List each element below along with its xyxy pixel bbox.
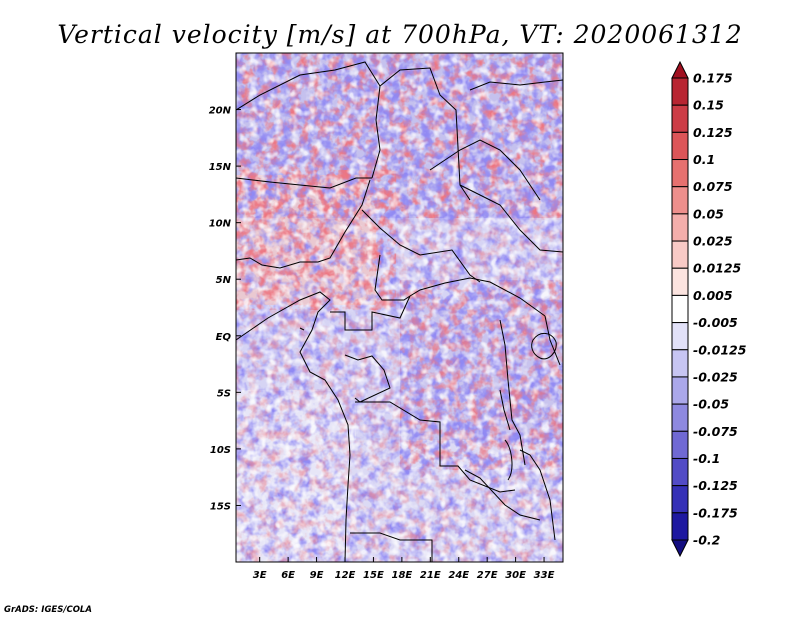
colorbar-label: 0.0125 xyxy=(693,261,742,276)
colorbar-swatch xyxy=(671,512,689,541)
border-zambia-south xyxy=(464,469,541,521)
y-tick-label: 5S xyxy=(217,388,231,399)
x-tick-label: 6E xyxy=(281,570,295,581)
lake-tanganyika xyxy=(499,389,511,431)
border-sudan-inner xyxy=(429,139,541,201)
map-borders xyxy=(236,61,563,562)
x-tick-label: 27E xyxy=(477,570,498,581)
colorbar-top-arrow xyxy=(671,60,689,79)
border-chad-libya xyxy=(371,67,471,201)
y-axis: 20N 15N 10N 5N EQ 5S 10S 15S xyxy=(209,106,241,512)
x-tick-label: 24E xyxy=(448,570,469,581)
colorbar-label: -0.125 xyxy=(693,478,738,493)
y-tick-label: 10S xyxy=(210,445,231,456)
x-tick-label: 15E xyxy=(363,570,384,581)
colorbar-swatch xyxy=(671,186,689,215)
grads-credit: GrADS: IGES/COLA xyxy=(4,605,92,615)
x-tick-label: 21E xyxy=(420,570,441,581)
border-egypt xyxy=(469,79,563,91)
colorbar: 0.175 0.15 0.125 0.1 0.075 0.05 0.025 0.0125 0.0… xyxy=(671,60,747,558)
colorbar-label: -0.1 xyxy=(693,451,720,466)
colorbar-swatch xyxy=(671,294,689,324)
y-tick-label: 5N xyxy=(216,275,232,286)
y-tick-label: 20N xyxy=(209,106,232,117)
colorbar-label: -0.05 xyxy=(693,397,729,412)
colorbar-label: 0.075 xyxy=(693,179,733,194)
y-tick-label: 15N xyxy=(209,162,232,173)
border-namibia xyxy=(350,532,433,562)
colorbar-swatch xyxy=(671,430,689,459)
colorbar-swatch xyxy=(671,485,689,514)
x-tick-label: 18E xyxy=(391,570,412,581)
colorbar-swatch xyxy=(671,240,689,269)
chart-title: Vertical velocity [m/s] at 700hPa, VT: 2… xyxy=(57,20,742,49)
colorbar-label: 0.05 xyxy=(693,206,724,221)
border-car xyxy=(361,209,481,283)
colorbar-swatch xyxy=(671,131,689,161)
border-kenya xyxy=(544,315,561,366)
colorbar-swatch xyxy=(671,213,689,242)
colorbar-swatch xyxy=(671,349,689,378)
border-niger-south xyxy=(236,177,372,189)
x-tick-label: 3E xyxy=(253,570,267,581)
island-bioko xyxy=(299,327,305,331)
colorbar-swatch xyxy=(671,457,689,487)
plot-frame xyxy=(235,52,564,563)
border-nigeria-north xyxy=(236,179,371,269)
colorbar-swatch xyxy=(671,159,689,188)
colorbar-label: 0.125 xyxy=(693,125,733,140)
colorbar-swatch xyxy=(671,267,689,296)
border-sahara-north xyxy=(236,61,381,111)
y-tick-label: 15S xyxy=(210,501,231,512)
colorbar-bottom-arrow xyxy=(671,539,689,558)
y-tick-label: 10N xyxy=(209,219,232,230)
border-cameroon xyxy=(374,254,411,301)
colorbar-swatch xyxy=(671,403,689,432)
border-congo xyxy=(330,295,411,331)
colorbar-label: 0.1 xyxy=(693,152,715,167)
x-tick-label: 9E xyxy=(310,570,324,581)
colorbar-label: -0.2 xyxy=(693,533,720,548)
velocity-field xyxy=(236,53,563,562)
border-mozambique xyxy=(519,449,556,541)
border-drc-north xyxy=(409,277,546,317)
field-noise-white xyxy=(236,53,563,562)
border-east-lakes xyxy=(499,319,526,466)
colorbar-label: -0.075 xyxy=(693,424,738,439)
x-tick-label: 12E xyxy=(335,570,356,581)
lake-victoria xyxy=(531,333,557,360)
colorbar-label: -0.175 xyxy=(693,505,738,520)
colorbar-label: -0.025 xyxy=(693,369,738,384)
x-tick-label: 33E xyxy=(534,570,555,581)
colorbar-swatch xyxy=(671,322,689,351)
colorbar-swatch xyxy=(671,376,689,405)
lake-malawi-west xyxy=(504,439,513,481)
border-sudan-east xyxy=(459,184,563,253)
colorbar-label: -0.0125 xyxy=(693,342,747,357)
colorbar-label: 0.005 xyxy=(693,288,733,303)
x-tick-label: 30E xyxy=(505,570,526,581)
colorbar-swatch xyxy=(671,104,689,133)
colorbar-label: 0.025 xyxy=(693,234,733,249)
border-angola-zambia xyxy=(355,401,516,493)
x-axis: 3E 6E 9E 12E 15E 18E 21E 24E 27E 30E 33E xyxy=(253,557,555,581)
colorbar-swatch xyxy=(671,77,689,106)
colorbar-label: 0.15 xyxy=(693,98,724,113)
coastline-west xyxy=(236,291,351,562)
colorbar-label: -0.005 xyxy=(693,315,738,330)
y-tick-label: EQ xyxy=(216,332,232,343)
colorbar-label: 0.175 xyxy=(693,71,733,86)
